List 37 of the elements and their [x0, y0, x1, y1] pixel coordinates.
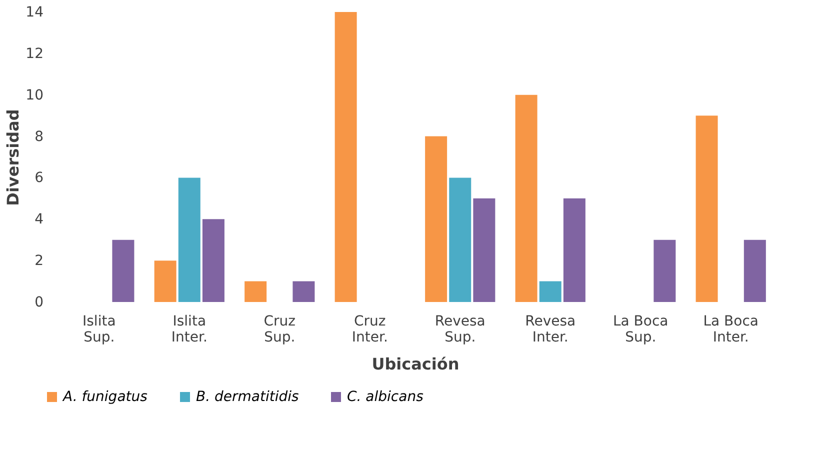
- x-axis-title: Ubicación: [372, 354, 460, 374]
- bar: [425, 136, 448, 302]
- legend-label: B. dermatitidis: [196, 389, 299, 405]
- y-tick-label: 0: [34, 294, 44, 310]
- bar: [202, 219, 224, 302]
- bar: [473, 198, 496, 302]
- y-tick-label: 14: [26, 4, 44, 20]
- y-tick-label: 4: [34, 212, 44, 228]
- legend-label: A. funigatus: [62, 389, 148, 405]
- bar: [515, 94, 538, 302]
- x-tick-label: La Boca Sup.: [612, 314, 668, 346]
- bar: [696, 116, 718, 302]
- y-tick-label: 2: [34, 253, 44, 270]
- y-tick-label: 8: [34, 128, 44, 145]
- y-axis-title: Diversidad: [4, 109, 23, 206]
- bar: [178, 178, 200, 302]
- y-tick-label: 10: [26, 87, 44, 104]
- bar: [154, 260, 176, 302]
- bar: [654, 240, 676, 302]
- x-tick-label: Islita Sup.: [82, 314, 116, 346]
- x-tick-label: Revesa Inter.: [525, 314, 576, 346]
- bar: [744, 240, 766, 302]
- x-tick-label: Islita Inter.: [171, 314, 208, 346]
- y-tick-label: 6: [34, 170, 44, 186]
- bar: [112, 240, 134, 302]
- bar: [292, 281, 315, 302]
- x-tick-label: Cruz Inter.: [352, 314, 388, 346]
- x-tick-label: Revesa Sup.: [434, 314, 486, 346]
- x-tick-label: Cruz Sup.: [264, 314, 296, 346]
- legend-label: C. albicans: [347, 389, 424, 405]
- bar: [539, 281, 562, 302]
- bar: [563, 198, 586, 302]
- bar: [449, 178, 472, 302]
- bar: [334, 12, 357, 302]
- bar: [244, 281, 267, 302]
- x-tick-label: La Boca Inter.: [703, 314, 758, 346]
- y-tick-label: 12: [26, 46, 44, 62]
